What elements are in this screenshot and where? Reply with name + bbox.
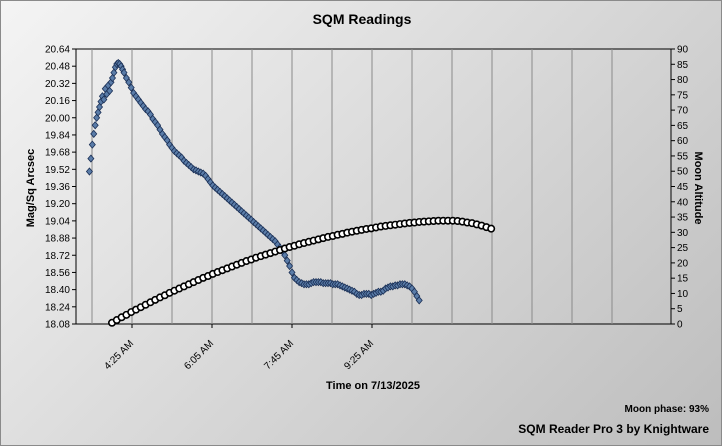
sqm-point: [281, 251, 289, 260]
y2-tick-label: 20: [677, 258, 689, 269]
y2-tick-label: 75: [677, 90, 689, 101]
y2-tick-label: 90: [677, 45, 689, 56]
y-axis-title: Mag/Sq Arcsec: [25, 149, 37, 227]
y-tick-label: 19.04: [45, 216, 70, 227]
sqm-point: [125, 78, 133, 87]
y2-tick-label: 35: [677, 213, 689, 224]
y2-axis-ticks: 0 5 10 15 20 25 30 35 40 45 50 55 60 65 70 75 80 85 90: [671, 45, 689, 331]
x-axis-title: Time on 7/13/2025: [326, 380, 420, 392]
y-tick-label: 18.88: [45, 234, 70, 245]
y2-tick-label: 40: [677, 197, 689, 208]
y-tick-label: 18.24: [45, 302, 70, 313]
y-tick-label: 19.84: [45, 130, 70, 141]
y2-axis-title: Moon Altitude: [692, 152, 704, 225]
sqm-point: [100, 95, 108, 104]
y2-tick-label: 70: [677, 106, 689, 117]
y-tick-label: 20.64: [45, 45, 70, 56]
sqm-point: [286, 261, 294, 271]
y-axis-ticks: 18.08 18.24 18.40 18.56 18.72 18.88 19.04 19.20…: [45, 45, 76, 331]
y2-tick-label: 60: [677, 136, 689, 147]
sqm-point: [88, 140, 96, 149]
y-tick-label: 20.00: [45, 113, 70, 124]
sqm-point: [283, 256, 291, 265]
y-tick-label: 19.68: [45, 148, 70, 159]
chart-title: SQM Readings: [313, 11, 412, 27]
y-tick-label: 19.52: [45, 165, 70, 176]
data-series: [85, 58, 496, 327]
sqm-point: [106, 86, 114, 96]
y2-tick-label: 10: [677, 289, 689, 300]
y2-tick-label: 50: [677, 167, 689, 178]
y2-tick-label: 85: [677, 60, 689, 71]
y2-tick-label: 5: [677, 304, 683, 315]
x-tick-label: 7:45 AM: [262, 338, 296, 372]
y2-tick-label: 30: [677, 228, 689, 239]
x-axis-ticks: 4:25 AM 6:05 AM 7:45 AM 9:25 AM: [102, 324, 376, 372]
moon-altitude-series: [108, 216, 496, 327]
sqm-series: [85, 58, 423, 305]
sqm-point: [415, 296, 423, 305]
sqm-point: [288, 268, 296, 277]
sqm-point: [85, 167, 93, 176]
sqm-point: [120, 68, 128, 77]
y2-tick-label: 55: [677, 151, 689, 162]
y-tick-label: 18.72: [45, 251, 70, 262]
sqm-point: [90, 129, 98, 138]
y2-tick-label: 25: [677, 243, 689, 254]
y2-tick-label: 80: [677, 75, 689, 86]
x-tick-label: 9:25 AM: [342, 338, 376, 372]
sqm-point: [127, 83, 135, 92]
y2-tick-label: 65: [677, 121, 689, 132]
x-tick-label: 6:05 AM: [182, 338, 216, 372]
y-tick-label: 20.48: [45, 62, 70, 73]
moon-altitude-point: [487, 224, 496, 233]
y2-tick-label: 15: [677, 274, 689, 285]
plot-area: [75, 48, 672, 325]
x-tick-label: 4:25 AM: [102, 338, 136, 372]
y-tick-label: 20.16: [45, 96, 70, 107]
y2-tick-label: 45: [677, 182, 689, 193]
y-tick-label: 18.40: [45, 285, 70, 296]
y-tick-label: 19.36: [45, 182, 70, 193]
y-tick-label: 18.08: [45, 320, 70, 331]
y-tick-label: 20.32: [45, 79, 70, 90]
y-tick-label: 19.20: [45, 199, 70, 210]
grid-lines: [91, 49, 613, 324]
sqm-point: [91, 121, 99, 130]
y2-tick-label: 0: [677, 320, 683, 331]
y-tick-label: 18.56: [45, 268, 70, 279]
software-credit: SQM Reader Pro 3 by Knightware: [518, 422, 709, 436]
moon-phase-label: Moon phase: 93%: [624, 404, 709, 415]
sqm-point: [87, 154, 95, 163]
